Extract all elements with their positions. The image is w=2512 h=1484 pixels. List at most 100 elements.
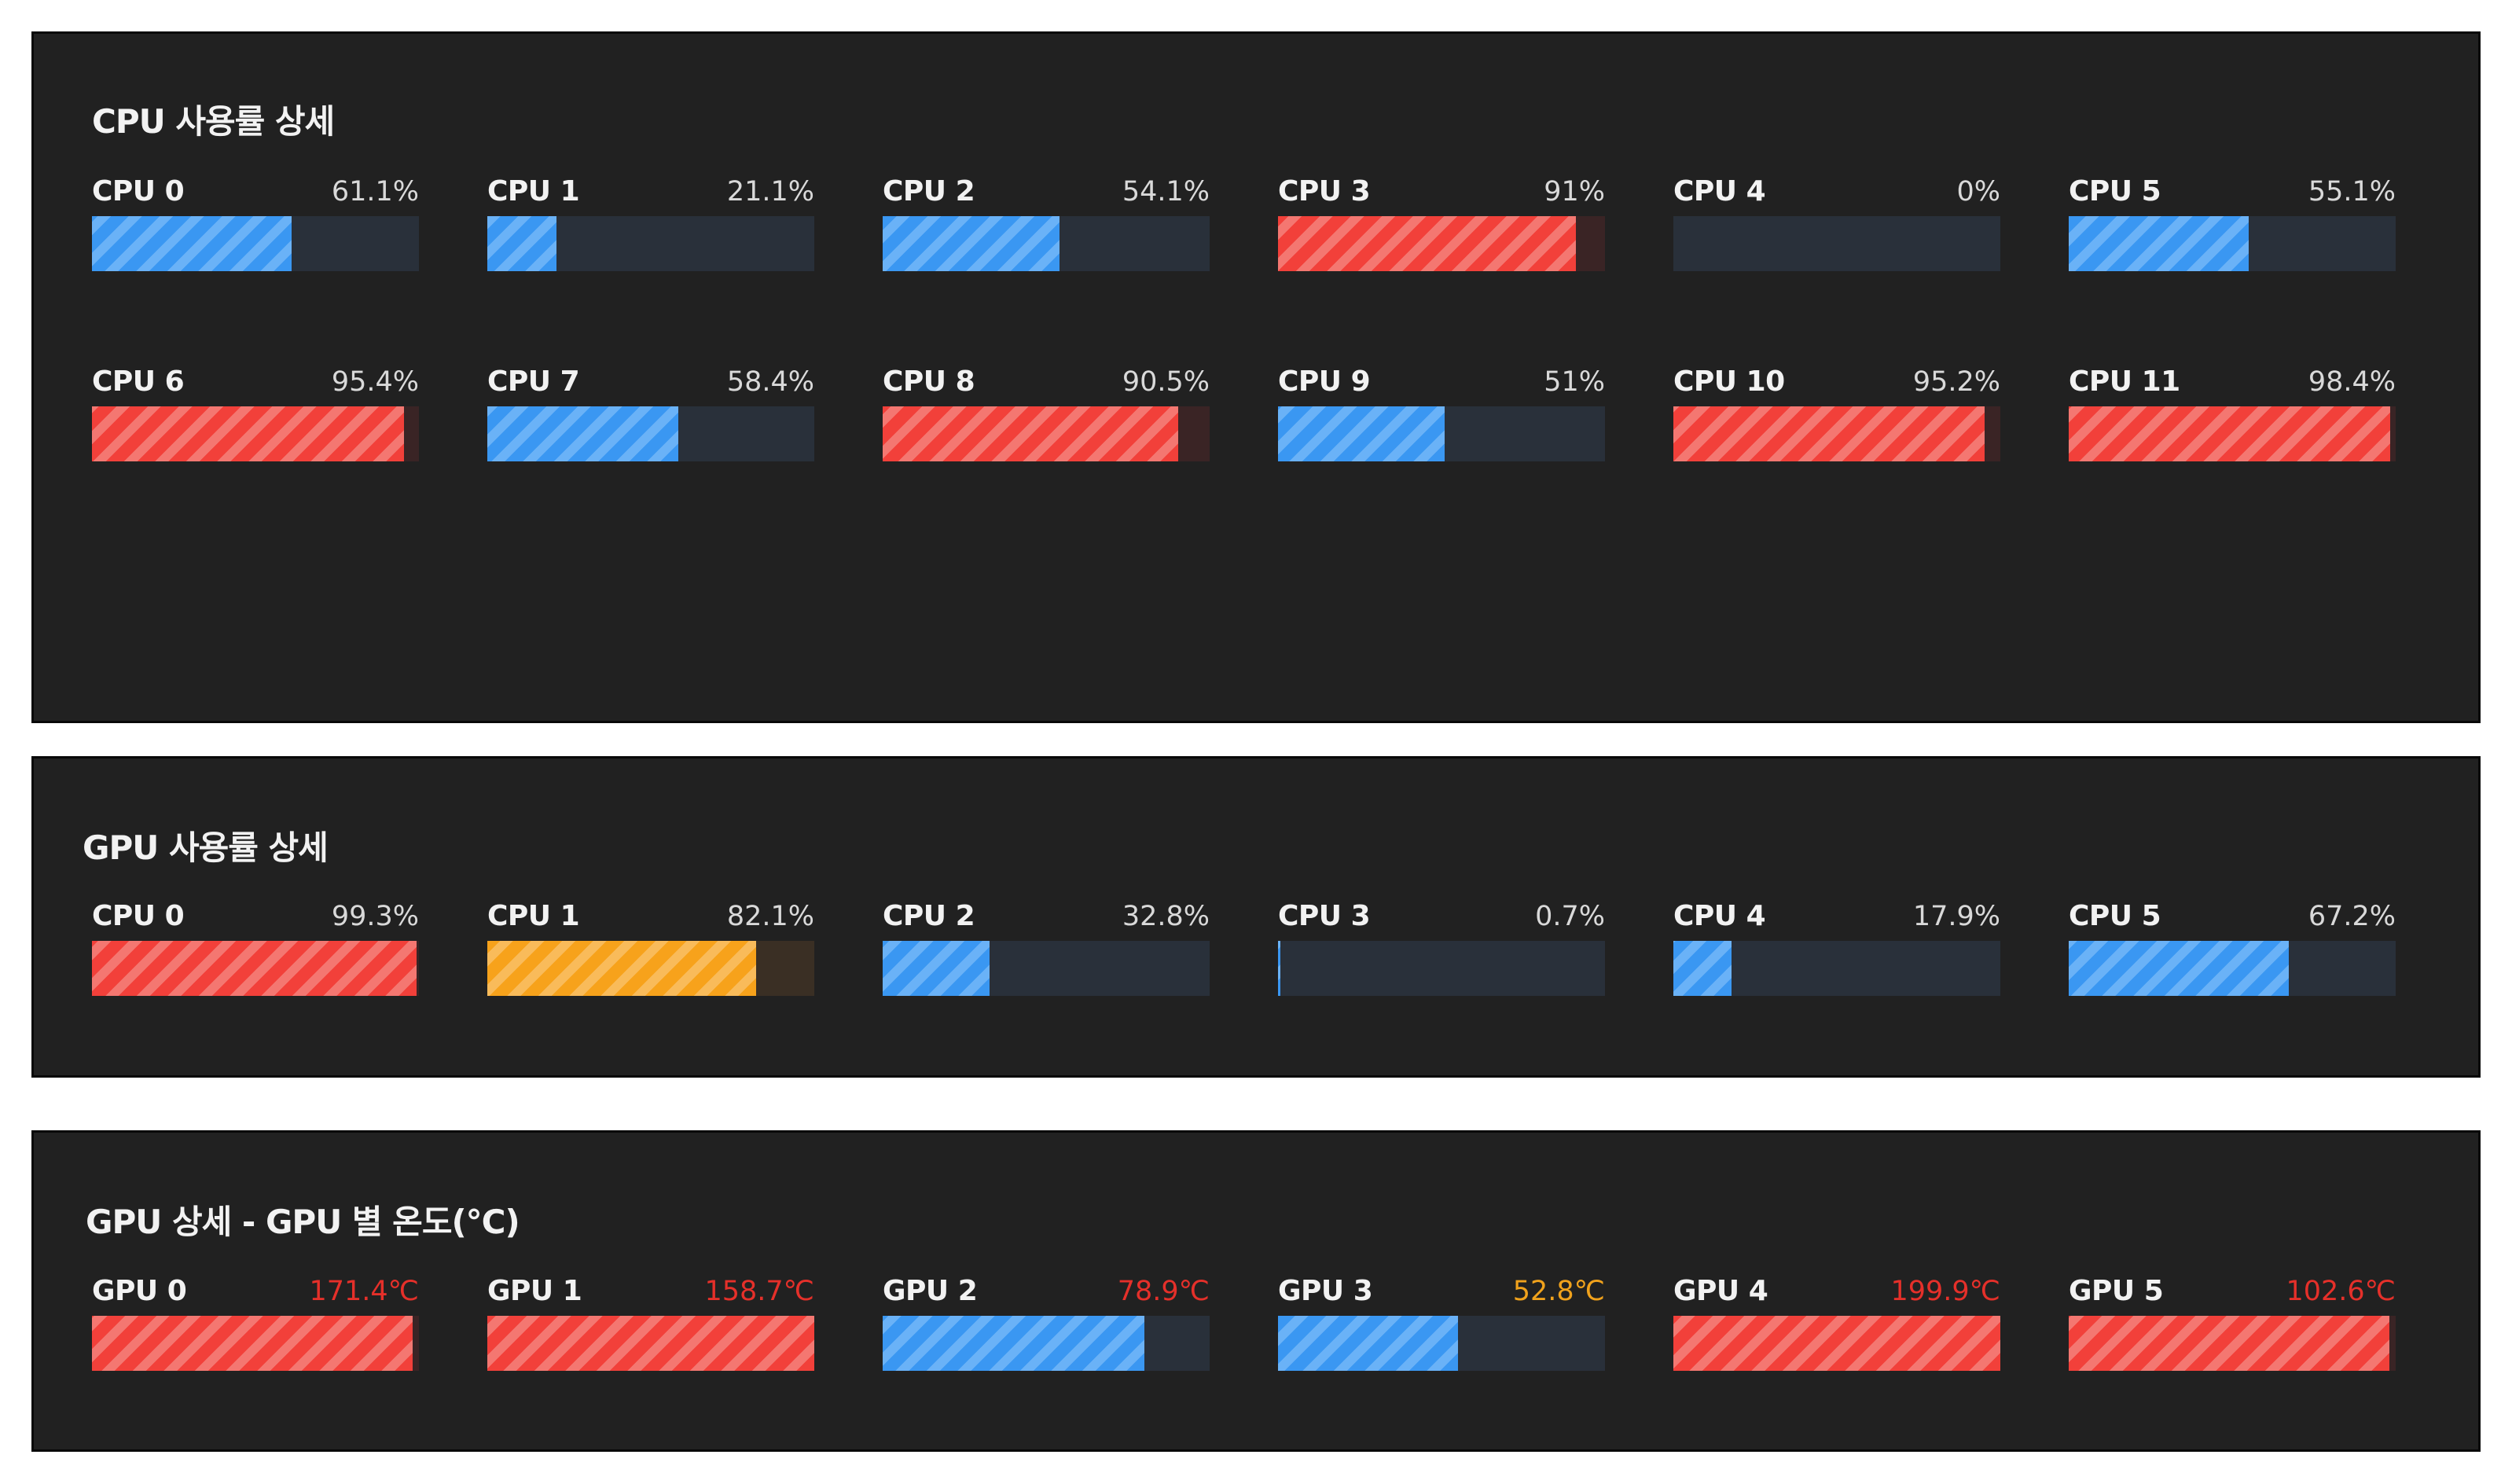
- meter-value: 21.1%: [726, 176, 814, 208]
- meter-value: 78.9℃: [1117, 1276, 1210, 1307]
- meter-label: CPU 9: [1278, 365, 1371, 398]
- meter-label: GPU 2: [883, 1275, 978, 1307]
- meter-value: 52.8℃: [1512, 1276, 1605, 1307]
- meter-label: CPU 5: [2069, 175, 2161, 208]
- cpu-panel-title: CPU 사용률 상세: [92, 102, 335, 141]
- meter-value: 102.6℃: [2286, 1276, 2396, 1307]
- meter-fill: [1278, 1316, 1458, 1371]
- gpu-meter: CPU 4 17.9%: [1673, 900, 2000, 996]
- meter-value: 95.2%: [1912, 366, 2000, 398]
- cpu-meter: CPU 5 55.1%: [2069, 175, 2396, 271]
- gpu-temp-meter: GPU 4 199.9℃: [1673, 1275, 2000, 1371]
- temp-panel-title: GPU 상세 - GPU 별 온도(℃): [86, 1203, 520, 1241]
- meter-value: 95.4%: [331, 366, 419, 398]
- meter-track: [883, 406, 1210, 461]
- cpu-meter: CPU 3 91%: [1278, 175, 1605, 271]
- meter-track: [1278, 1316, 1605, 1371]
- meter-label: CPU 10: [1673, 365, 1785, 398]
- meter-track: [92, 406, 419, 461]
- cpu-meter: CPU 11 98.4%: [2069, 365, 2396, 461]
- gpu-temp-meter: GPU 0 171.4℃: [92, 1275, 419, 1371]
- meter-label: CPU 8: [883, 365, 975, 398]
- gpu-temp-meter: GPU 3 52.8℃: [1278, 1275, 1605, 1371]
- meter-fill: [487, 1316, 814, 1371]
- meter-track: [1673, 1316, 2000, 1371]
- meter-fill: [2069, 216, 2249, 271]
- meter-value: 17.9%: [1912, 901, 2000, 932]
- meter-track: [1673, 216, 2000, 271]
- meter-value: 99.3%: [331, 901, 419, 932]
- meter-fill: [2069, 1316, 2389, 1371]
- meter-label: CPU 3: [1278, 175, 1371, 208]
- gpu-temperature-panel: GPU 상세 - GPU 별 온도(℃) GPU 0 171.4℃ GPU 1 158…: [31, 1130, 2481, 1452]
- cpu-meter: CPU 8 90.5%: [883, 365, 1210, 461]
- gpu-usage-panel: GPU 사용률 상세 CPU 0 99.3% CPU 1 82.1% CPU 2 32.8…: [31, 756, 2481, 1078]
- meter-track: [92, 941, 419, 996]
- meter-value: 55.1%: [2308, 176, 2396, 208]
- gpu-temp-meter: GPU 1 158.7℃: [487, 1275, 814, 1371]
- meter-fill: [92, 216, 292, 271]
- cpu-meter: CPU 10 95.2%: [1673, 365, 2000, 461]
- meter-track: [487, 406, 814, 461]
- meter-value: 0%: [1956, 176, 2000, 208]
- meter-label: CPU 2: [883, 175, 975, 208]
- meter-fill: [2069, 406, 2391, 461]
- gpu-meter: CPU 0 99.3%: [92, 900, 419, 996]
- meter-fill: [1278, 216, 1576, 271]
- meter-label: CPU 2: [883, 900, 975, 932]
- meter-fill: [2069, 941, 2289, 996]
- cpu-meter: CPU 6 95.4%: [92, 365, 419, 461]
- gpu-temp-meter: GPU 5 102.6℃: [2069, 1275, 2396, 1371]
- meter-label: CPU 1: [487, 900, 580, 932]
- meter-track: [1278, 216, 1605, 271]
- meter-track: [883, 1316, 1210, 1371]
- meter-fill: [487, 406, 678, 461]
- meter-fill: [1673, 406, 1985, 461]
- cpu-meter: CPU 1 21.1%: [487, 175, 814, 271]
- meter-fill: [883, 1316, 1144, 1371]
- meter-label: CPU 6: [92, 365, 185, 398]
- meter-track: [487, 1316, 814, 1371]
- meter-fill: [1278, 406, 1445, 461]
- cpu-meter: CPU 0 61.1%: [92, 175, 419, 271]
- meter-value: 58.4%: [726, 366, 814, 398]
- meter-fill: [92, 941, 417, 996]
- meter-track: [1673, 406, 2000, 461]
- meter-label: GPU 1: [487, 1275, 582, 1307]
- meter-value: 61.1%: [331, 176, 419, 208]
- cpu-meter: CPU 4 0%: [1673, 175, 2000, 271]
- meter-fill: [883, 941, 990, 996]
- meter-track: [883, 216, 1210, 271]
- meter-label: CPU 3: [1278, 900, 1371, 932]
- meter-value: 51%: [1544, 366, 1605, 398]
- meter-value: 91%: [1544, 176, 1605, 208]
- meter-track: [1278, 406, 1605, 461]
- meter-track: [2069, 216, 2396, 271]
- meter-label: CPU 11: [2069, 365, 2180, 398]
- meter-track: [2069, 406, 2396, 461]
- meter-label: GPU 5: [2069, 1275, 2164, 1307]
- meter-label: CPU 4: [1673, 175, 1766, 208]
- meter-value: 67.2%: [2308, 901, 2396, 932]
- gpu-panel-title: GPU 사용률 상세: [83, 828, 329, 867]
- meter-label: GPU 4: [1673, 1275, 1768, 1307]
- gpu-meter: CPU 3 0.7%: [1278, 900, 1605, 996]
- meter-fill: [92, 1316, 413, 1371]
- meter-value: 158.7℃: [704, 1276, 814, 1307]
- meter-track: [92, 216, 419, 271]
- meter-fill: [92, 406, 404, 461]
- gpu-meter: CPU 2 32.8%: [883, 900, 1210, 996]
- meter-value: 90.5%: [1122, 366, 1210, 398]
- meter-track: [1278, 941, 1605, 996]
- meter-label: CPU 0: [92, 175, 185, 208]
- meter-track: [2069, 1316, 2396, 1371]
- meter-track: [1673, 941, 2000, 996]
- meter-label: CPU 1: [487, 175, 580, 208]
- meter-fill: [883, 406, 1179, 461]
- meter-fill: [1278, 941, 1280, 996]
- gpu-temp-meter: GPU 2 78.9℃: [883, 1275, 1210, 1371]
- meter-value: 82.1%: [726, 901, 814, 932]
- meter-label: CPU 5: [2069, 900, 2161, 932]
- meter-track: [487, 941, 814, 996]
- meter-label: CPU 7: [487, 365, 580, 398]
